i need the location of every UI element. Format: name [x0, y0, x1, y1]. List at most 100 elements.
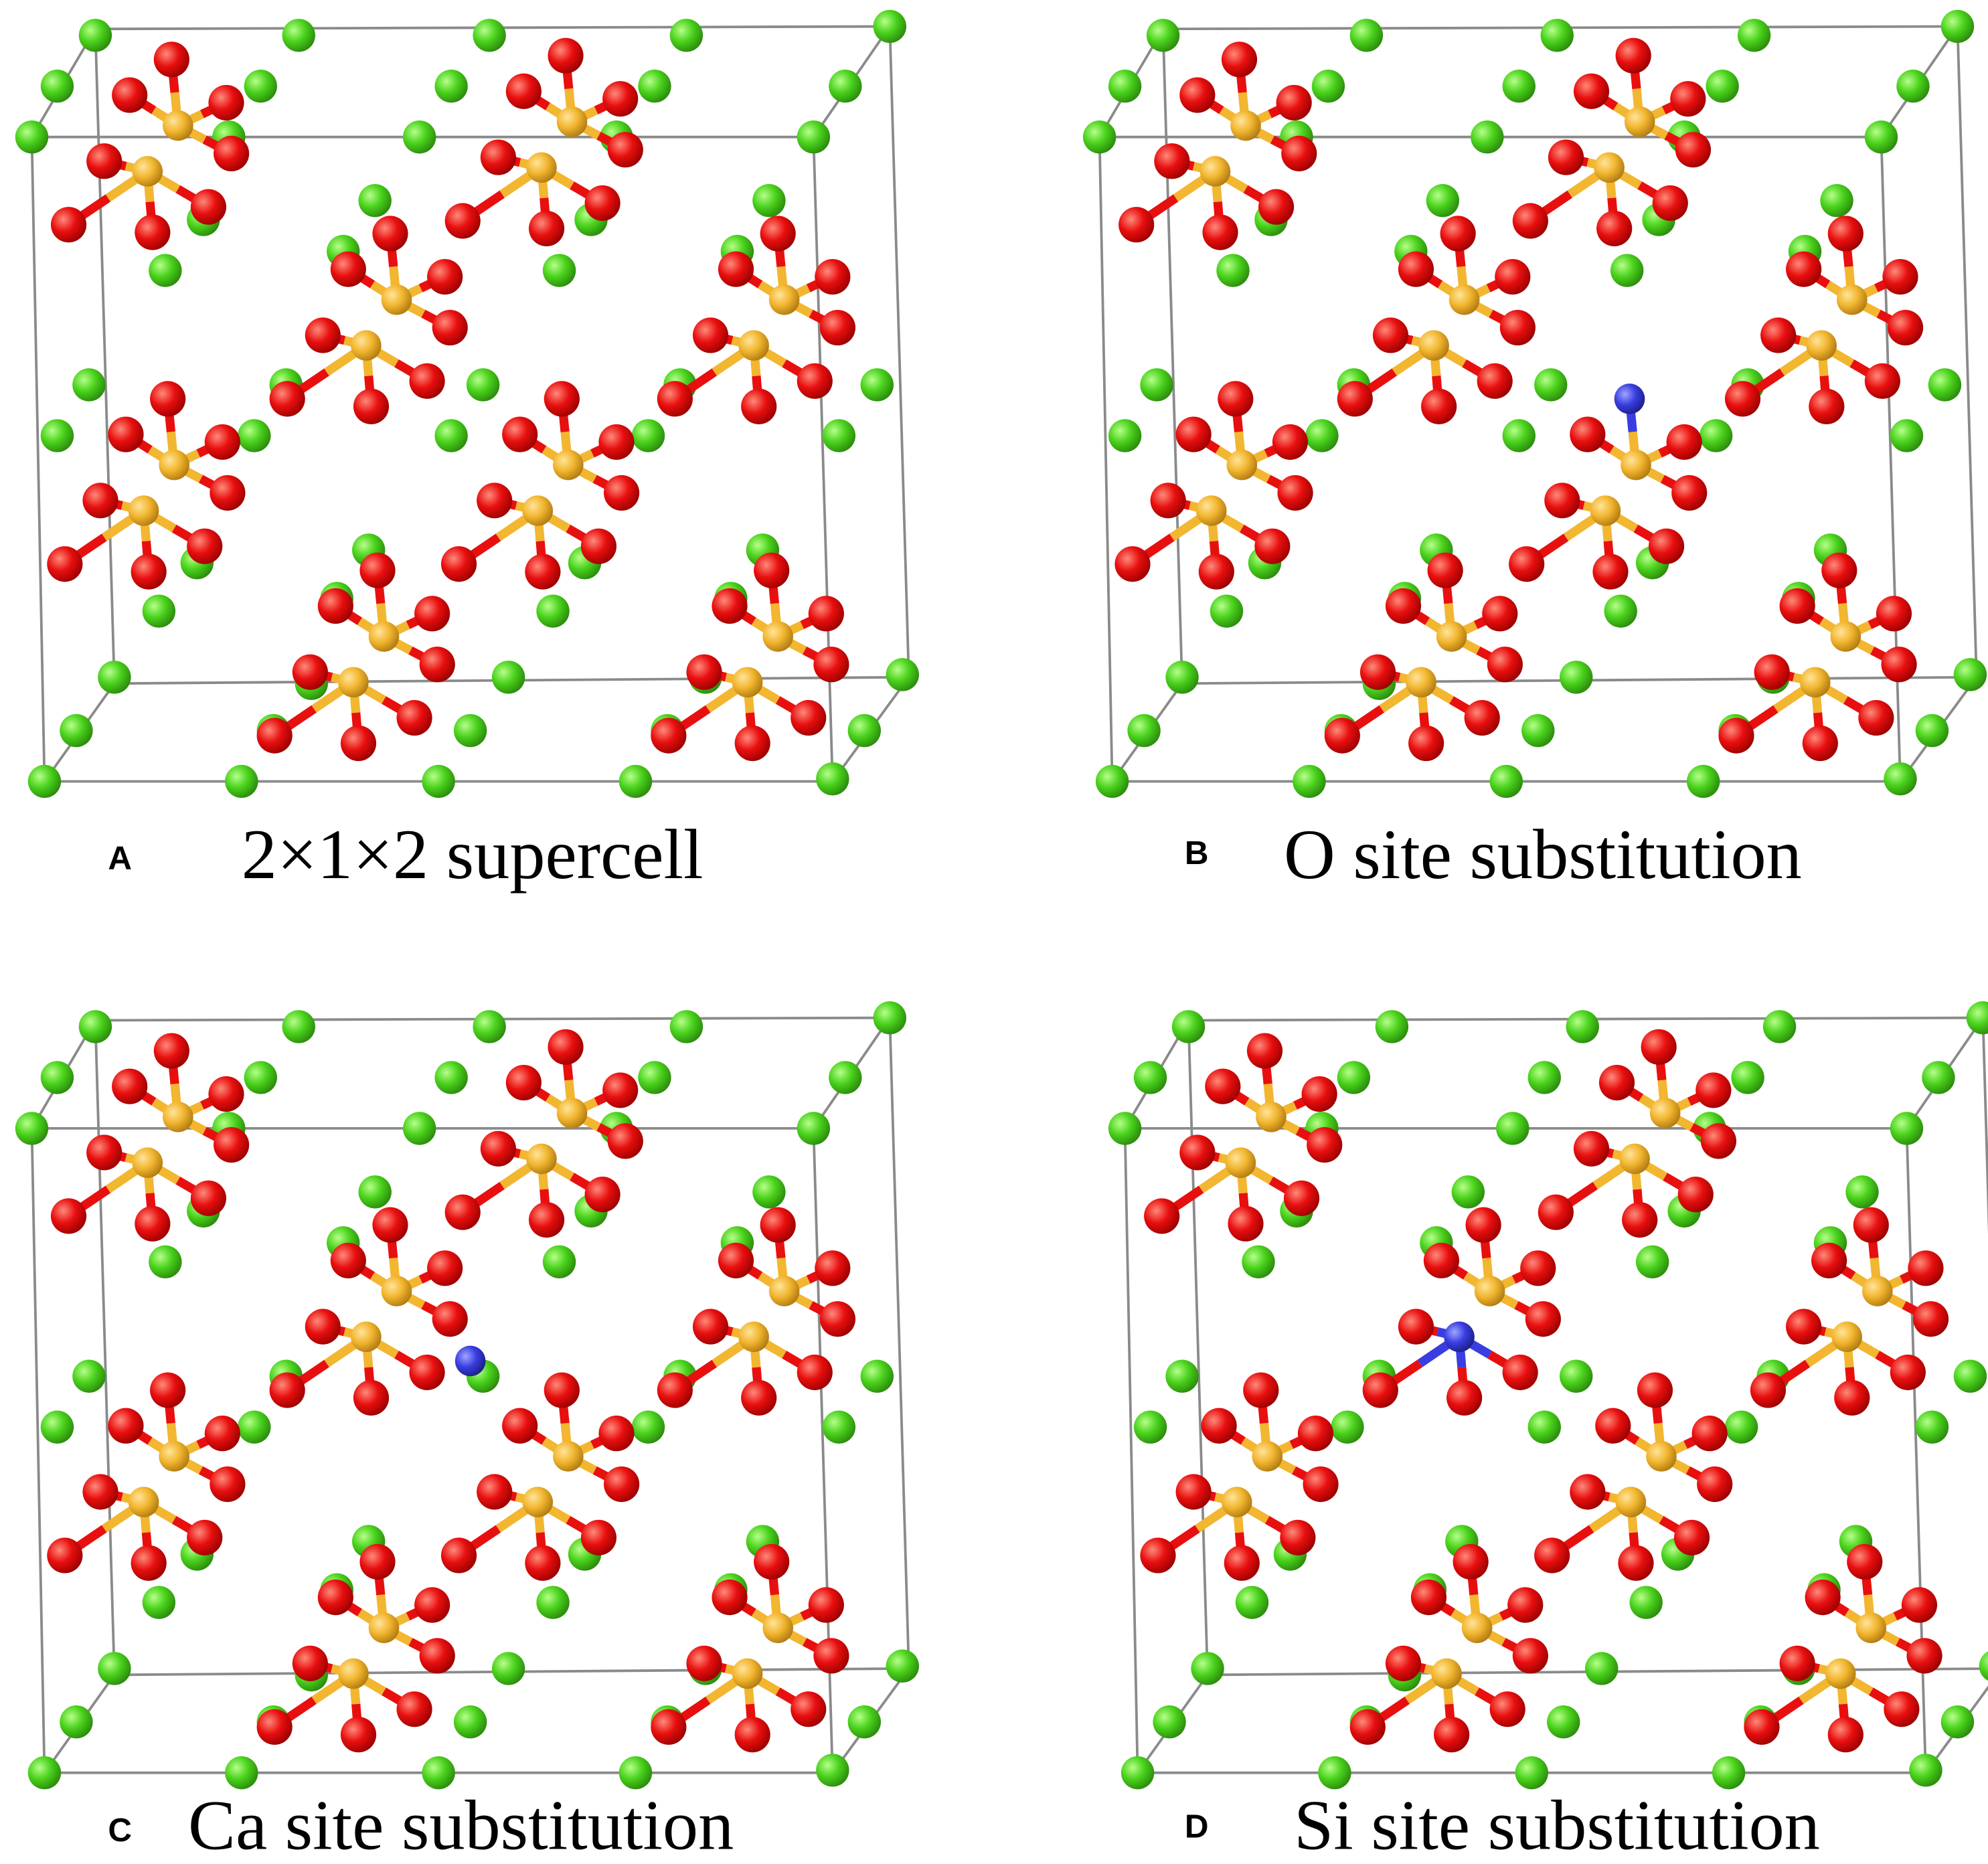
- ca-atom: [1502, 70, 1536, 103]
- o-atom: [372, 216, 408, 252]
- ca-atom: [1896, 70, 1930, 103]
- ca-atom: [1108, 419, 1142, 452]
- ca-atom: [1318, 1756, 1351, 1790]
- si-atom: [1649, 1098, 1681, 1128]
- si-atom: [553, 1441, 584, 1472]
- o-atom: [1598, 1064, 1635, 1101]
- o-atom: [1881, 647, 1917, 683]
- si-atom: [1590, 495, 1621, 526]
- o-atom: [353, 1379, 390, 1416]
- ca-atom: [142, 1586, 176, 1619]
- o-atom: [1802, 725, 1838, 762]
- cell-edge: [30, 1128, 46, 1773]
- o-atom: [1858, 699, 1894, 736]
- o-atom: [815, 258, 851, 295]
- ca-atom: [1566, 1010, 1599, 1043]
- o-atom: [760, 216, 796, 252]
- si-atom: [1448, 284, 1480, 315]
- o-atom: [419, 647, 455, 683]
- si-atom: [1594, 152, 1625, 183]
- o-atom: [1221, 41, 1258, 78]
- o-atom: [1272, 424, 1309, 460]
- si-atom: [768, 1276, 800, 1306]
- o-atom: [50, 207, 87, 243]
- o-atom: [1908, 1250, 1944, 1286]
- ca-atom: [358, 183, 392, 218]
- panel-caption: 2×1×2 supercell: [242, 815, 703, 894]
- o-atom: [1890, 1354, 1926, 1391]
- o-atom: [432, 309, 468, 346]
- o-atom: [1882, 258, 1918, 295]
- si-atom: [128, 1487, 159, 1517]
- o-atom: [1175, 416, 1212, 452]
- si-atom: [1799, 667, 1831, 698]
- o-atom: [204, 1416, 240, 1452]
- o-atom: [1884, 1691, 1920, 1727]
- o-atom: [1595, 1408, 1631, 1444]
- o-atom: [1744, 1709, 1780, 1745]
- o-atom: [791, 1691, 827, 1727]
- ca-atom: [1165, 1359, 1199, 1393]
- o-atom: [1179, 1134, 1216, 1171]
- ca-atom: [873, 9, 906, 44]
- o-atom: [1499, 309, 1536, 346]
- si-atom: [163, 1102, 193, 1132]
- ca-atom: [1426, 183, 1460, 218]
- o-atom: [480, 139, 516, 175]
- ca-atom: [282, 19, 315, 52]
- o-atom: [1648, 528, 1685, 564]
- o-atom: [544, 1372, 580, 1408]
- o-atom: [692, 1308, 729, 1345]
- panel-caption: Si site substitution: [1294, 1786, 1820, 1864]
- o-atom: [651, 717, 687, 754]
- o-atom: [1258, 189, 1295, 225]
- o-atom: [1666, 424, 1702, 460]
- ca-atom: [829, 70, 862, 103]
- si-atom: [1619, 1143, 1650, 1175]
- o-atom: [150, 381, 186, 417]
- ca-atom: [27, 1756, 62, 1790]
- ca-atom: [1560, 661, 1593, 694]
- o-atom: [108, 416, 144, 452]
- o-atom: [396, 1691, 432, 1727]
- ca-atom: [1699, 419, 1733, 452]
- o-atom: [1150, 483, 1186, 519]
- o-atom: [50, 1198, 87, 1234]
- ca-atom: [1235, 1586, 1269, 1619]
- si-atom: [128, 495, 159, 526]
- ca-atom: [98, 1652, 131, 1685]
- ca-atom: [402, 120, 436, 154]
- o-atom: [1615, 37, 1651, 74]
- o-atom: [292, 654, 328, 690]
- o-atom: [1277, 475, 1313, 511]
- o-atom: [440, 546, 477, 582]
- o-atom: [1906, 1638, 1942, 1674]
- si-atom: [1406, 667, 1436, 698]
- o-atom: [1509, 546, 1545, 582]
- ca-atom: [860, 368, 894, 402]
- ca-atom: [1953, 658, 1987, 691]
- o-atom: [1596, 210, 1633, 247]
- ca-atom: [1331, 1410, 1364, 1444]
- ca-atom: [829, 1061, 862, 1094]
- si-atom: [522, 495, 554, 526]
- o-atom: [1754, 654, 1790, 690]
- o-atom: [440, 1537, 477, 1574]
- si-atom: [1474, 1276, 1505, 1306]
- o-atom: [1228, 1205, 1264, 1242]
- o-atom: [819, 309, 856, 346]
- ca-atom: [1737, 19, 1771, 52]
- o-atom: [797, 1354, 833, 1391]
- o-atom: [1592, 554, 1629, 590]
- o-atom: [584, 185, 620, 222]
- o-atom: [210, 1466, 246, 1503]
- cell-edge: [1956, 26, 1978, 677]
- o-atom: [1408, 725, 1444, 762]
- ca-atom: [1731, 1061, 1764, 1094]
- o-atom: [1786, 1308, 1822, 1345]
- ca-atom: [1706, 70, 1739, 103]
- ca-atom: [40, 1061, 74, 1094]
- ca-atom: [149, 254, 182, 287]
- o-atom: [598, 424, 635, 460]
- si-atom: [1195, 495, 1227, 526]
